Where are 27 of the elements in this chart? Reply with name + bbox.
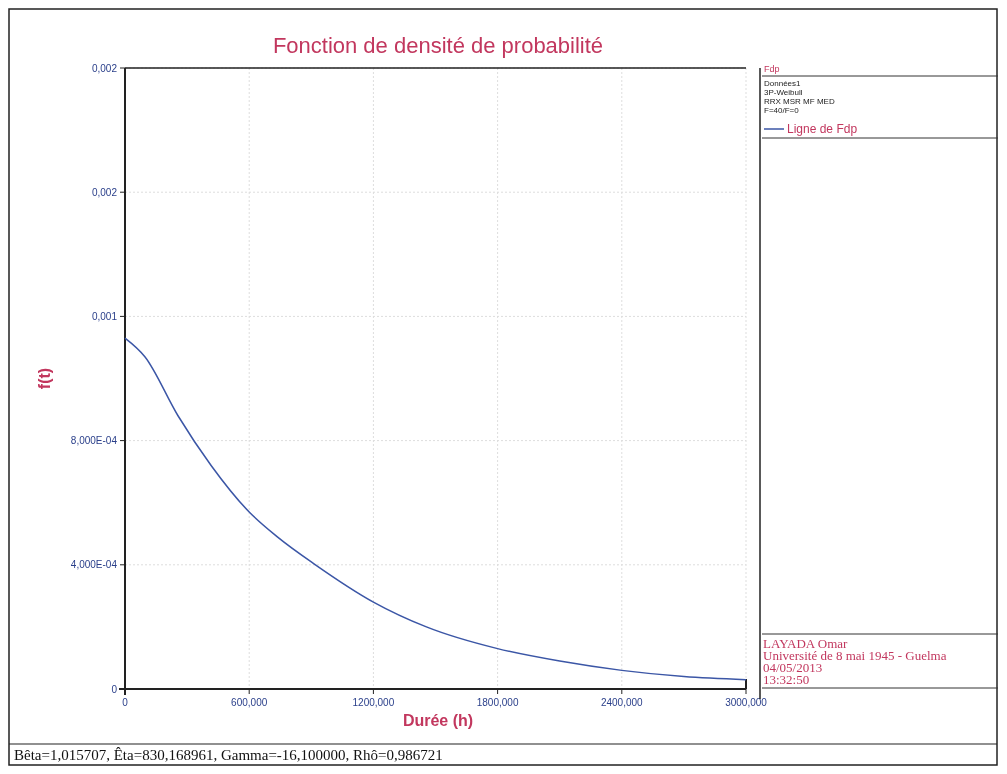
y-axis-title: f(t) [36,367,53,390]
text: Données1 [764,79,802,88]
y-tick-label: 0 [111,683,118,695]
y-tick-label: 8,000E-04 [70,435,118,447]
text: 3P-Weibull [764,88,803,97]
y-tick-label: 0,002 [91,186,118,198]
x-tick-label: 3000,000 [725,697,768,708]
line-series [124,337,747,681]
text: RRX MSR MF MED [764,97,835,106]
text: 13:32:50 [763,672,810,687]
legend-label: Ligne de Fdp [787,122,858,136]
legend-title: Fdp [764,64,780,74]
x-tick-label: 2400,000 [600,697,644,708]
text: LAYADA Omar [763,636,849,651]
x-tick-label: 0 [122,697,129,708]
x-tick-label: 1800,000 [476,697,519,708]
text: Bêta=1,015707, Êta=830,168961, Gamma=-16,100000, Rhô=0,986721 [14,747,443,763]
x-tick-label: 600,000 [231,697,268,708]
y-tick-label: 0,001 [91,310,118,322]
text: F=40/F=0 [764,106,800,115]
text: 04/05/2013 [763,660,823,675]
y-tick-label: 0,002 [91,62,118,74]
y-tick-label: 4,000E-04 [70,559,118,571]
chart-title: Fonction de densité de probabilité [272,33,604,58]
x-tick-label: 1200,000 [352,697,395,708]
text: Université de 8 mai 1945 - Guelma [763,648,947,663]
x-axis-title: Durée (h) [402,712,474,729]
